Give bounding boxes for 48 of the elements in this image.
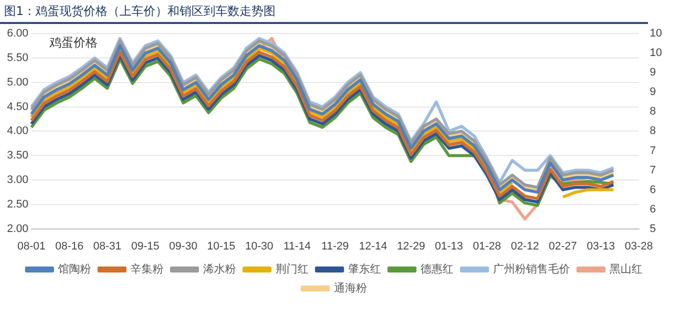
y-tick-label: 3.00: [6, 174, 28, 186]
legend-label: 馆陶粉: [57, 262, 91, 276]
x-tick-label: 11-14: [283, 240, 311, 252]
y-tick-label: 6.00: [6, 28, 28, 40]
y-tick-label: 2.50: [6, 198, 28, 210]
legend-label: 辛集粉: [130, 262, 164, 276]
y2-tick-label: 9: [650, 66, 656, 79]
y2-tick-label: 7: [650, 144, 656, 157]
y-tick-label: 4.00: [6, 125, 28, 138]
legend-label: 广州粉销售毛价: [493, 262, 570, 276]
y2-tick-label: 7: [650, 164, 656, 176]
y2-tick-label: 9: [650, 86, 656, 98]
x-tick-label: 02-12: [510, 240, 539, 252]
x-tick-label: 01-28: [472, 240, 501, 252]
y2-tick-label: 10: [650, 47, 662, 60]
y2-tick-label: 10: [650, 28, 662, 40]
legend-label: 浠水粉: [203, 262, 236, 276]
y2-tick-label: 8: [650, 106, 656, 118]
y-tick-label: 5.00: [6, 76, 28, 88]
x-tick-label: 10-15: [207, 240, 236, 252]
y-tick-label: 2.00: [6, 222, 28, 235]
x-tick-label: 12-29: [396, 240, 426, 252]
x-tick-label: 09-15: [131, 240, 160, 252]
x-tick-label: 03-13: [586, 240, 615, 252]
x-tick-label: 02-27: [548, 240, 577, 252]
x-tick-label: 12-14: [358, 240, 388, 252]
y2-tick-label: 5: [650, 222, 656, 235]
x-tick-label: 01-13: [434, 240, 464, 252]
legend-label: 肇东红: [348, 262, 381, 276]
x-tick-label: 03-28: [624, 240, 653, 252]
y2-tick-label: 8: [650, 125, 656, 138]
y-tick-label: 5.50: [6, 52, 28, 64]
legend-label: 黑山红: [610, 262, 642, 276]
y2-tick-label: 6: [650, 184, 656, 196]
legend-label: 荆门红: [276, 262, 308, 276]
legend-label: 通海粉: [334, 281, 367, 294]
y-tick-label: 4.50: [6, 100, 28, 113]
annotation: 鸡蛋价格: [48, 36, 98, 50]
legend-label: 德惠红: [420, 262, 454, 276]
x-tick-label: 09-30: [169, 240, 198, 252]
x-tick-label: 08-16: [55, 240, 84, 252]
chart-title: 图1：鸡蛋现货价格（上车价）和销区到车数走势图: [0, 0, 648, 24]
y-tick-label: 3.50: [6, 150, 28, 162]
y2-tick-label: 6: [650, 203, 656, 216]
x-tick-label: 11-29: [321, 240, 349, 252]
x-tick-label: 08-31: [93, 240, 122, 252]
x-tick-label: 10-30: [245, 240, 274, 252]
x-tick-label: 08-01: [17, 240, 46, 252]
